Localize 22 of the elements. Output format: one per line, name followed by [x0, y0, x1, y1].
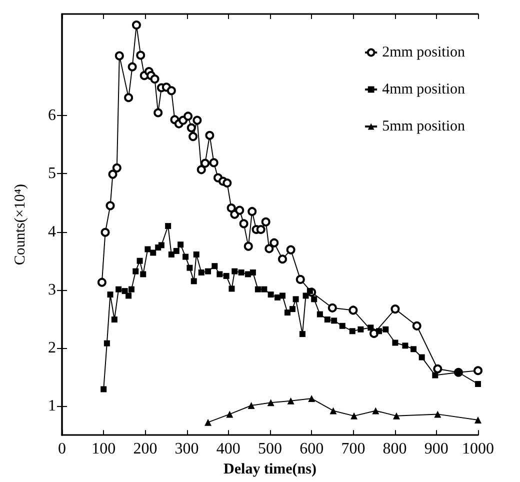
x-tick-label: 1000	[462, 440, 494, 458]
y-tick-label: 2	[48, 339, 56, 356]
x-tick-label: 500	[258, 440, 282, 458]
x-tick-label: 600	[300, 440, 324, 458]
y-tick-label: 5	[48, 165, 56, 182]
y-tick-label: 6	[48, 107, 56, 124]
x-axis-title: Delay time(ns)	[224, 462, 316, 478]
x-tick-label: 100	[92, 440, 116, 458]
x-tick-label: 300	[174, 440, 199, 458]
x-tick-label: 400	[216, 440, 240, 458]
y-axis-title: Counts(×10⁴)	[12, 184, 28, 266]
legend-label: 5mm position	[382, 118, 466, 134]
x-tick-label: 0	[58, 440, 66, 458]
y-tick-label: 1	[48, 398, 56, 415]
legend-label: 4mm position	[382, 82, 466, 98]
x-tick-label: 700	[341, 440, 366, 458]
x-tick-label: 200	[133, 440, 158, 458]
x-tick-label: 900	[424, 440, 448, 458]
legend-label: 2mm position	[382, 44, 466, 60]
x-tick-label: 800	[382, 440, 407, 458]
y-tick-label: 3	[48, 281, 56, 298]
y-tick-label: 4	[48, 223, 56, 240]
